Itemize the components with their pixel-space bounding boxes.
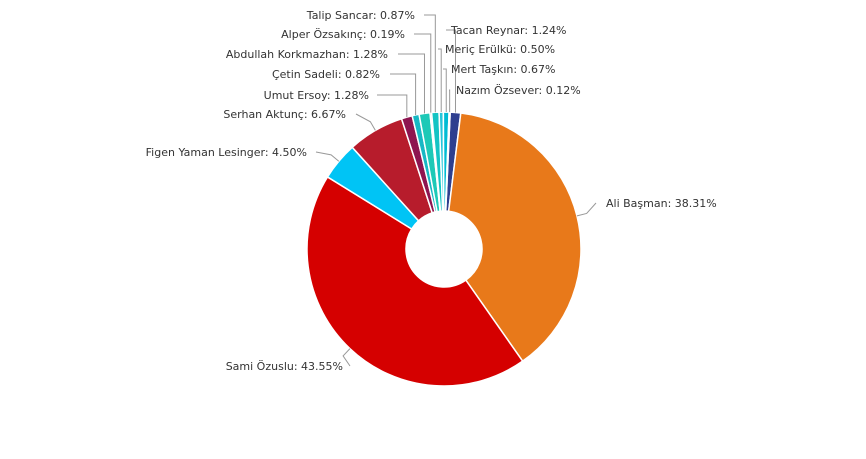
label-abdullah-korkmazhan: Abdullah Korkmazhan: 1.28% [226,48,388,61]
leader-line-talip-sancar [424,14,436,113]
label-umut-ersoy: Umut Ersoy: 1.28% [264,89,369,102]
label-meric-erulku: Meriç Erülkü: 0.50% [445,43,555,56]
slice-sami-ozuslu[interactable] [306,175,524,387]
label-sami-ozuslu: Sami Özuslu: 43.55% [226,360,343,373]
label-alper-ozsakinc: Alper Özsakınç: 0.19% [281,28,405,41]
leader-line-tacan-reynar [446,29,456,113]
labels-group: Tacan Reynar: 1.24% Ali Başman: 38.31% Sam… [146,9,717,373]
leader-line-mert-taskin [443,68,447,113]
label-ali-basman: Ali Başman: 38.31% [606,197,717,210]
leader-line-serhan-aktunc [355,113,376,131]
leader-line-nazim-ozsever [449,89,451,113]
label-serhan-aktunc: Serhan Aktunç: 6.67% [223,108,346,121]
leader-line-sami-ozuslu [342,348,351,367]
leader-line-figen-yaman-lesinger [315,151,340,162]
label-nazim-ozsever: Nazım Özsever: 0.12% [456,84,581,97]
label-talip-sancar: Talip Sancar: 0.87% [306,9,415,22]
slice-ali-basman[interactable] [447,112,582,363]
leader-line-meric-erulku [438,48,442,113]
leader-line-ali-basman [576,202,597,217]
label-figen-yaman-lesinger: Figen Yaman Lesinger: 4.50% [146,146,307,159]
leader-line-alper-ozsakinc [414,33,432,113]
leader-lines-group [315,14,597,367]
leader-line-abdullah-korkmazhan [398,53,425,114]
label-tacan-reynar: Tacan Reynar: 1.24% [450,24,567,37]
leader-line-umut-ersoy [377,94,408,118]
label-cetin-sadeli: Çetin Sadeli: 0.82% [272,68,380,81]
slices-group [306,111,582,387]
label-mert-taskin: Mert Taşkın: 0.67% [451,63,556,76]
leader-line-cetin-sadeli [390,73,417,115]
